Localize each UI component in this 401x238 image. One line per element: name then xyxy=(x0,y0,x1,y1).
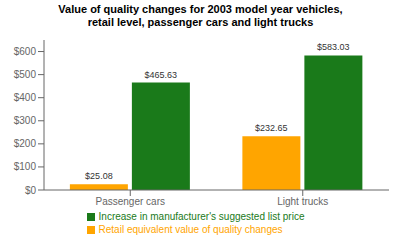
svg-text:$100: $100 xyxy=(14,161,37,172)
svg-text:$232.65: $232.65 xyxy=(255,123,288,133)
html-text:Increase in manufacturer's sug: Increase in manufacturer's suggested lis… xyxy=(98,211,305,222)
svg-text:$300: $300 xyxy=(14,115,37,126)
svg-text:Light trucks: Light trucks xyxy=(277,196,328,207)
html-text:Retail equivalent value of qua: Retail equivalent value of quality chang… xyxy=(98,224,283,235)
svg-text:$25.08: $25.08 xyxy=(85,171,113,181)
svg-text:$0: $0 xyxy=(25,185,37,196)
svg-text:$500: $500 xyxy=(14,69,37,80)
svg-text:$200: $200 xyxy=(14,138,37,149)
html-text:Value of quality changes for 2: Value of quality changes for 2003 model … xyxy=(58,3,343,15)
svg-text:$465.63: $465.63 xyxy=(145,70,178,80)
html-text:retail level, passenger cars a: retail level, passenger cars and light t… xyxy=(87,16,314,28)
svg-text:Passenger cars: Passenger cars xyxy=(96,196,165,207)
svg-text:$400: $400 xyxy=(14,92,37,103)
svg-text:$600: $600 xyxy=(14,46,37,57)
svg-text:$583.03: $583.03 xyxy=(317,42,350,52)
